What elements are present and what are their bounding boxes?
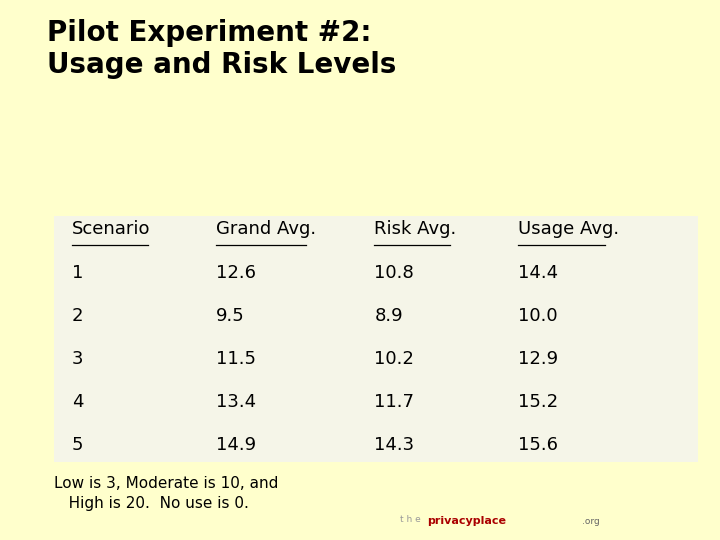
FancyBboxPatch shape xyxy=(54,216,698,462)
Text: 10.2: 10.2 xyxy=(374,350,414,368)
Text: 14.4: 14.4 xyxy=(518,264,559,282)
Text: Usage Avg.: Usage Avg. xyxy=(518,220,619,239)
Text: 11.5: 11.5 xyxy=(216,350,256,368)
Text: 12.6: 12.6 xyxy=(216,264,256,282)
Text: 10.0: 10.0 xyxy=(518,307,558,325)
Text: 15.6: 15.6 xyxy=(518,436,559,455)
Text: 10.8: 10.8 xyxy=(374,264,414,282)
Text: Risk Avg.: Risk Avg. xyxy=(374,220,456,239)
Text: 3: 3 xyxy=(72,350,84,368)
Text: .org: .org xyxy=(582,517,600,526)
Text: 9.5: 9.5 xyxy=(216,307,245,325)
Text: Pilot Experiment #2:
Usage and Risk Levels: Pilot Experiment #2: Usage and Risk Leve… xyxy=(47,19,396,79)
Text: High is 20.  No use is 0.: High is 20. No use is 0. xyxy=(54,496,249,511)
Text: t h e: t h e xyxy=(400,515,420,524)
Text: Scenario: Scenario xyxy=(72,220,150,239)
Text: Low is 3, Moderate is 10, and: Low is 3, Moderate is 10, and xyxy=(54,476,279,491)
Text: 14.3: 14.3 xyxy=(374,436,415,455)
Text: 12.9: 12.9 xyxy=(518,350,559,368)
Text: 13.4: 13.4 xyxy=(216,393,256,411)
Text: 1: 1 xyxy=(72,264,84,282)
Text: 5: 5 xyxy=(72,436,84,455)
Text: 8.9: 8.9 xyxy=(374,307,403,325)
Text: Grand Avg.: Grand Avg. xyxy=(216,220,316,239)
Text: 11.7: 11.7 xyxy=(374,393,415,411)
Text: privacyplace: privacyplace xyxy=(427,516,506,526)
Text: 2: 2 xyxy=(72,307,84,325)
Text: 15.2: 15.2 xyxy=(518,393,559,411)
Text: 14.9: 14.9 xyxy=(216,436,256,455)
Text: 4: 4 xyxy=(72,393,84,411)
